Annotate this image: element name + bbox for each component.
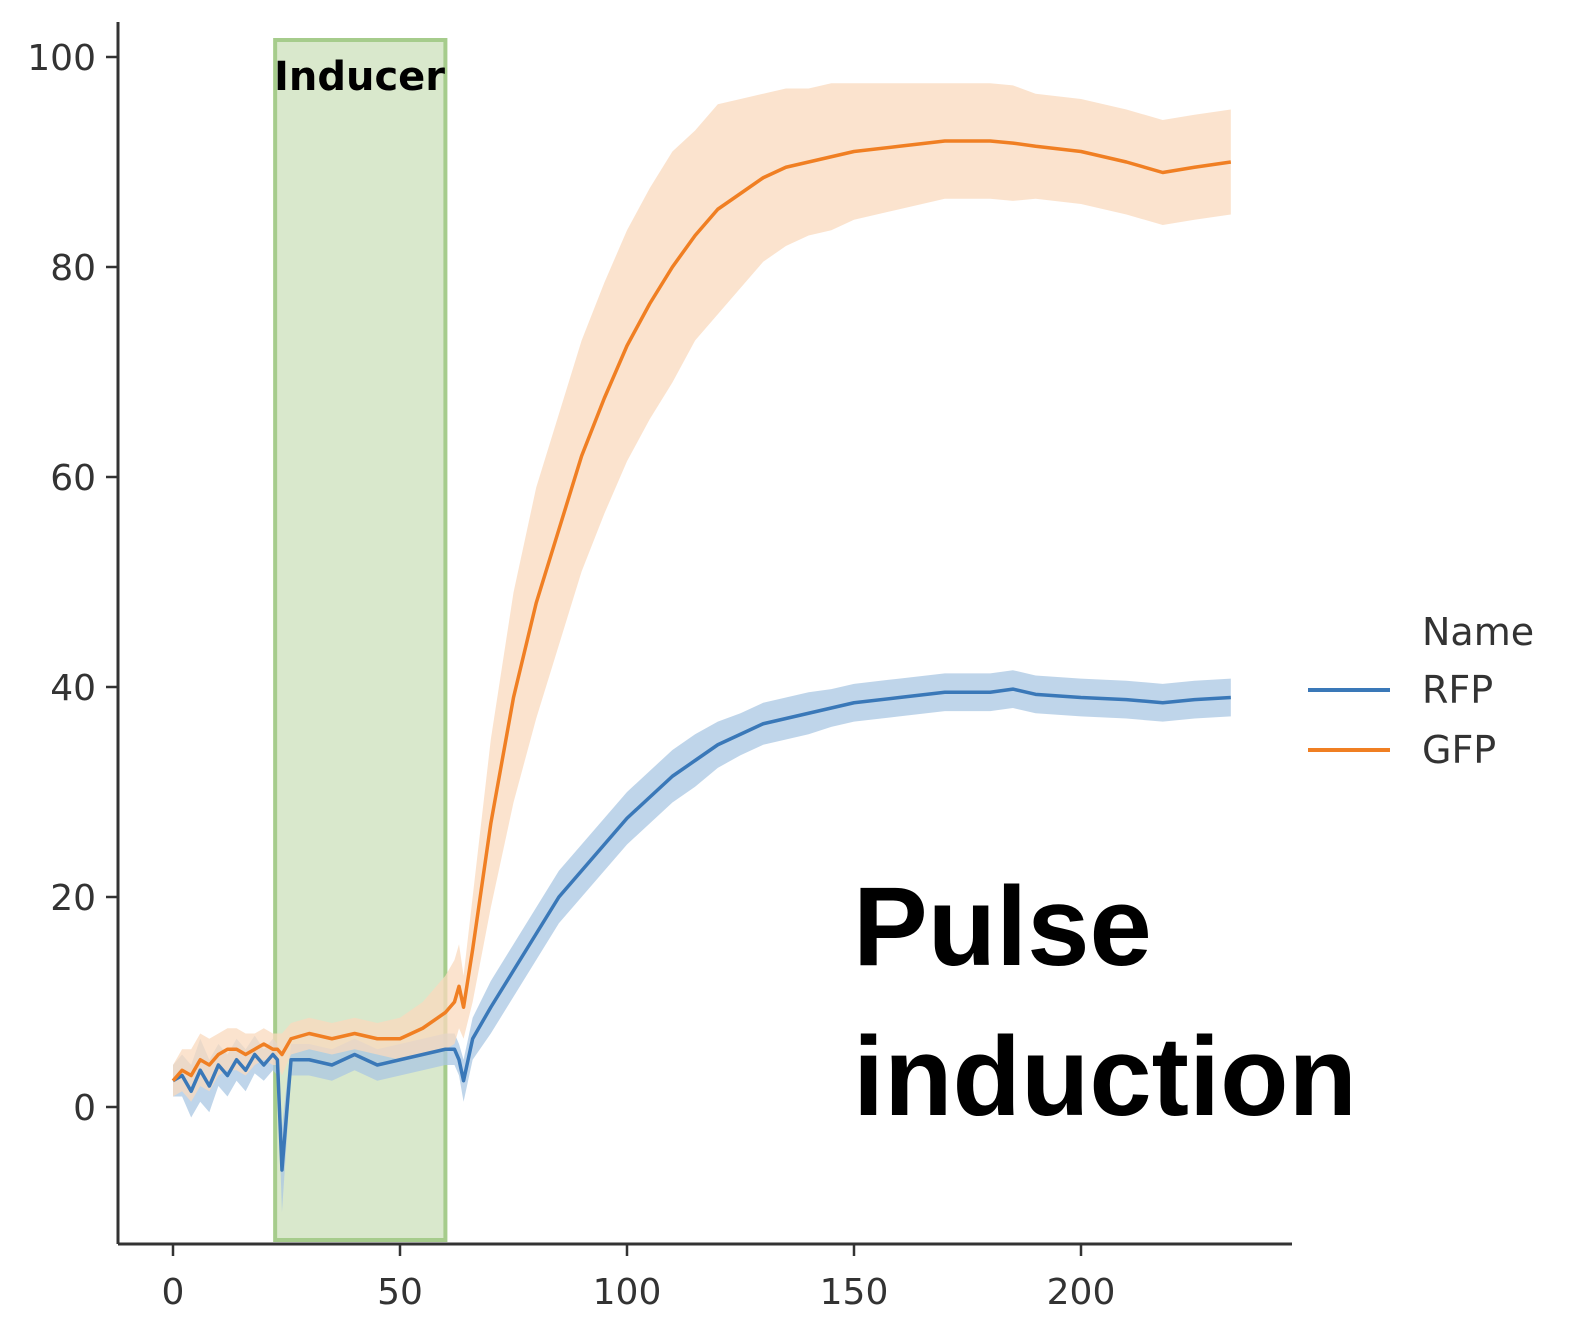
x-tick-label: 0: [162, 1272, 185, 1313]
tick-labels: 0 20 40 60 80 100 0 50 100 150 200: [27, 38, 1115, 1313]
annotations: Inducer Pulse induction: [274, 54, 1357, 1139]
legend-label-gfp: GFP: [1422, 728, 1496, 772]
y-tick-label: 40: [50, 668, 96, 709]
inducer-label: Inducer: [274, 54, 445, 100]
gfp-series-line: [171, 139, 1232, 1082]
x-tick-label: 100: [593, 1272, 662, 1313]
y-tick-label: 0: [73, 1088, 96, 1129]
legend-label-rfp: RFP: [1422, 668, 1493, 712]
x-tick-label: 150: [820, 1272, 889, 1313]
x-tick-label: 200: [1047, 1272, 1116, 1313]
y-tick-label: 60: [50, 458, 96, 499]
gfp-confidence-band: [173, 83, 1231, 1102]
y-tick-label: 80: [50, 248, 96, 289]
legend: Name RFP GFP: [1308, 610, 1534, 772]
y-tick-label: 100: [27, 38, 96, 79]
confidence-bands: [173, 83, 1231, 1212]
legend-title: Name: [1422, 610, 1534, 654]
rfp-series-line: [172, 687, 1231, 1172]
pulse-annotation-line-2: induction: [853, 1014, 1357, 1139]
series-lines: [171, 139, 1232, 1172]
x-tick-label: 50: [377, 1272, 423, 1313]
y-tick-label: 20: [50, 878, 96, 919]
rfp-confidence-band: [173, 670, 1231, 1212]
axes: [106, 22, 1292, 1256]
pulse-annotation-line-1: Pulse: [853, 864, 1152, 989]
